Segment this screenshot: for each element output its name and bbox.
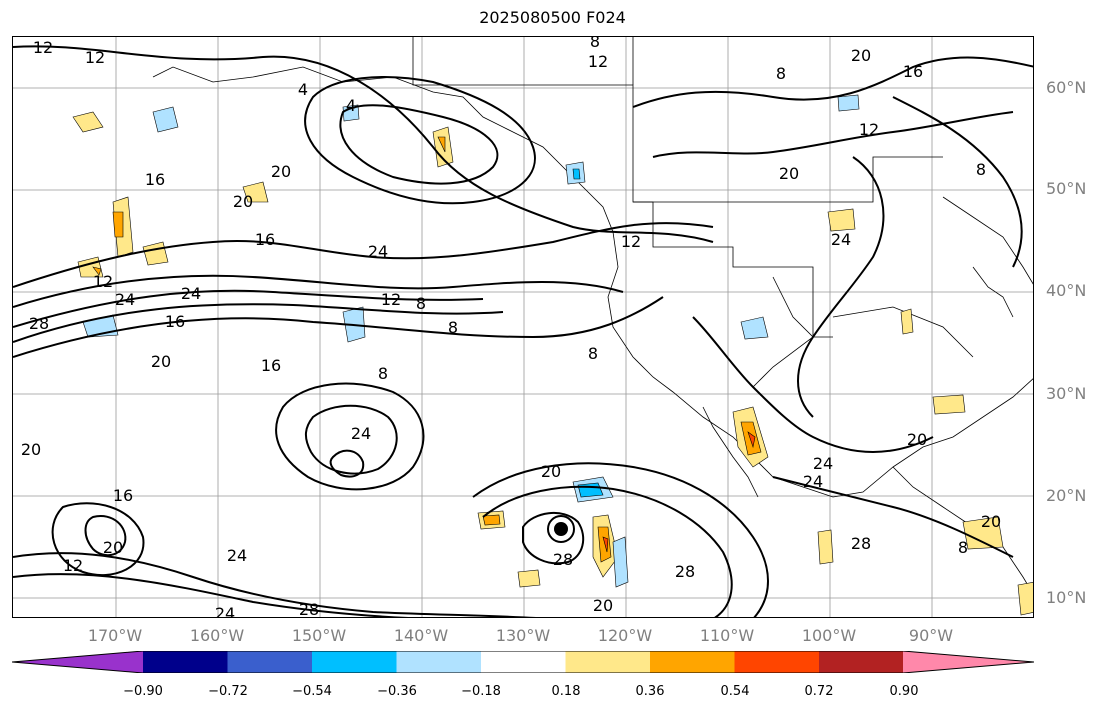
colorbar-tick: −0.90 [123, 684, 163, 699]
contour-label: 16 [165, 312, 185, 331]
contour-label: 24 [351, 424, 371, 443]
contour-label: 20 [151, 352, 171, 371]
contour-label: 20 [541, 462, 561, 481]
lon-label: 140°W [393, 626, 449, 645]
contour-label: 16 [255, 230, 275, 249]
map-panel: 12 12 8 12 20 16 4 4 8 16 20 20 16 24 12… [12, 36, 1034, 618]
contour-label: 12 [93, 272, 113, 291]
contour-label: 12 [621, 232, 641, 251]
contour-label: 12 [588, 52, 608, 71]
lat-label: 50°N [1046, 179, 1087, 198]
contour-label: 24 [813, 454, 833, 473]
contour-label: 8 [588, 344, 598, 363]
contour-label: 16 [145, 170, 165, 189]
colorbar-tick: 0.54 [720, 684, 750, 699]
map-title: 2025080500 F024 [479, 8, 626, 27]
contour-label: 28 [675, 562, 695, 581]
contour-label: 16 [903, 62, 923, 81]
lon-label: 170°W [87, 626, 143, 645]
contour-label: 20 [981, 512, 1001, 531]
colorbar-tick: 0.72 [804, 684, 834, 699]
contour-label: 24 [115, 290, 135, 309]
lon-label: 130°W [495, 626, 551, 645]
colorbar [12, 651, 1034, 673]
contour-label: 20 [103, 538, 123, 557]
contour-label: 20 [851, 46, 871, 65]
lat-label: 10°N [1046, 588, 1087, 607]
contour-label: 28 [299, 600, 319, 618]
colorbar-segment [12, 651, 143, 673]
contour-label: 24 [368, 242, 388, 261]
lat-label: 30°N [1046, 384, 1087, 403]
contour-label: 12 [63, 556, 83, 575]
lat-label: 40°N [1046, 281, 1087, 300]
contour-label: 8 [958, 538, 968, 557]
contour-label: 12 [381, 290, 401, 309]
contour-label: 8 [590, 37, 600, 51]
colorbar-tick: −0.72 [208, 684, 248, 699]
colorbar-segment [227, 651, 313, 673]
colorbar-segment [819, 651, 904, 673]
contour-label: 24 [227, 546, 247, 565]
colorbar-segment [481, 651, 566, 673]
contour-label: 20 [21, 440, 41, 459]
colorbar-segment [312, 651, 397, 673]
lon-label: 100°W [801, 626, 857, 645]
contour-label: 28 [851, 534, 871, 553]
colorbar-tick: 0.90 [889, 684, 919, 699]
colorbar-segment [734, 651, 820, 673]
contour-label: 4 [298, 80, 308, 99]
contour-label: 20 [233, 192, 253, 211]
lon-label: 110°W [699, 626, 755, 645]
contour-label: 24 [803, 472, 823, 491]
contour-label: 12 [859, 120, 879, 139]
contour-label: 12 [85, 48, 105, 67]
contour-label: 16 [113, 486, 133, 505]
lon-label: 150°W [291, 626, 347, 645]
contour-label: 28 [553, 550, 573, 569]
colorbar-segment [650, 651, 735, 673]
colorbar-tick: 0.36 [635, 684, 665, 699]
map-canvas: 12 12 8 12 20 16 4 4 8 16 20 20 16 24 12… [13, 37, 1033, 618]
lat-label: 60°N [1046, 78, 1087, 97]
lon-label: 120°W [597, 626, 653, 645]
lon-label: 160°W [189, 626, 245, 645]
lat-label: 20°N [1046, 486, 1087, 505]
colorbar-tick: −0.36 [377, 684, 417, 699]
contour-label: 20 [907, 430, 927, 449]
contour-label: 8 [448, 318, 458, 337]
contour-label: 12 [33, 38, 53, 57]
contour-label: 16 [261, 356, 281, 375]
contour-lines [13, 45, 1033, 617]
contour-label: 24 [831, 230, 851, 249]
lon-label: 90°W [908, 626, 954, 645]
colorbar-tick: 0.18 [551, 684, 581, 699]
colorbar-segments [12, 651, 1034, 673]
contour-label: 4 [346, 96, 356, 115]
contour-labels: 12 12 8 12 20 16 4 4 8 16 20 20 16 24 12… [21, 37, 1001, 618]
colorbar-tick: −0.54 [292, 684, 332, 699]
contour-label: 20 [593, 596, 613, 615]
contour-label: 24 [181, 284, 201, 303]
contour-label: 8 [776, 64, 786, 83]
contour-label: 8 [976, 160, 986, 179]
contour-label: 20 [779, 164, 799, 183]
colorbar-tick: −0.18 [461, 684, 501, 699]
contour-label: 28 [29, 314, 49, 333]
colorbar-segment [396, 651, 482, 673]
contour-label: 8 [416, 294, 426, 313]
contour-label: 20 [271, 162, 291, 181]
contour-label: 24 [215, 604, 235, 618]
anomaly-shading [72, 94, 1033, 616]
colorbar-segment [143, 651, 228, 673]
contour-label: 8 [378, 364, 388, 383]
colorbar-segment [903, 651, 1034, 673]
closed-low-marker [547, 515, 575, 543]
colorbar-segment [565, 651, 651, 673]
